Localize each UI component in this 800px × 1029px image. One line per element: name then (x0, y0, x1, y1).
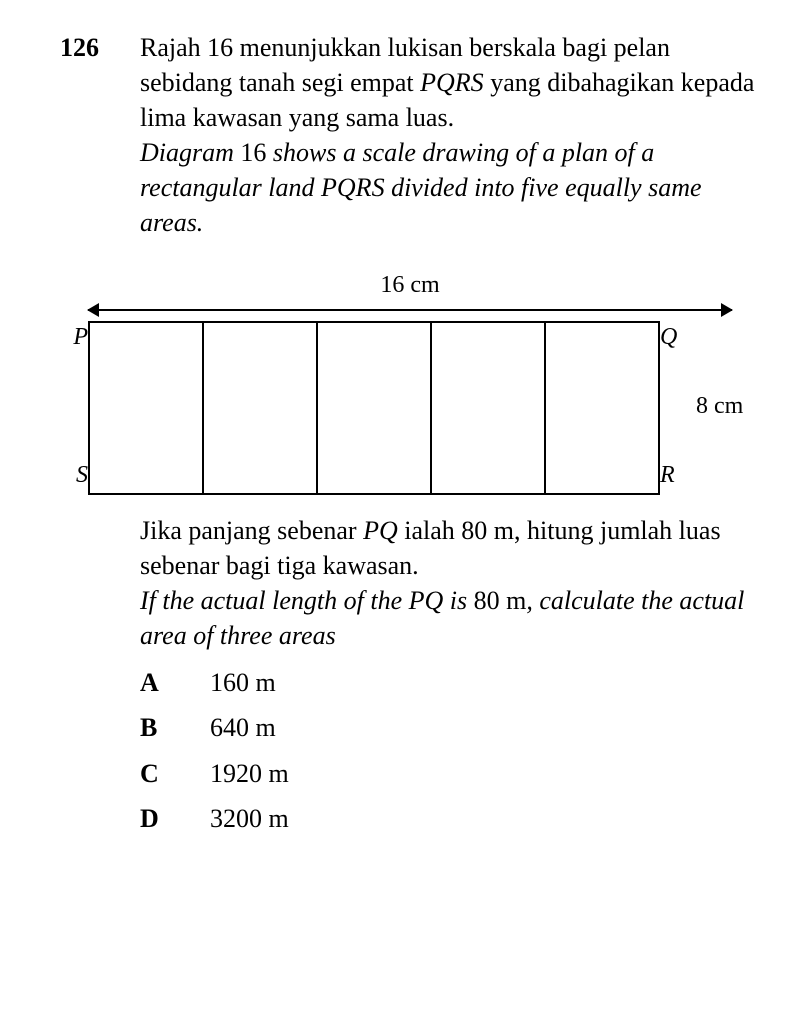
diagram-height-label-col: 8 cm (688, 321, 760, 491)
option-a[interactable]: A 160 m (140, 665, 760, 700)
ask-ms-1: Jika panjang sebenar (140, 516, 363, 545)
options: A 160 m B 640 m C 1920 m D 3200 m (140, 665, 760, 835)
corner-r: R (660, 459, 675, 491)
option-letter: D (140, 801, 210, 836)
corner-p: P (73, 321, 88, 353)
option-letter: B (140, 710, 210, 745)
diagram-cell (204, 323, 318, 493)
ask-ms-pq: PQ (363, 516, 398, 545)
question-body: Rajah 16 menunjukkan lukisan berskala ba… (140, 30, 760, 241)
stem-en-num: 16 (234, 138, 273, 167)
diagram-rect (88, 321, 660, 495)
ask-en-1: If the actual length of the PQ is (140, 586, 467, 615)
diagram-cell (546, 323, 658, 493)
option-b[interactable]: B 640 m (140, 710, 760, 745)
stem-ms-pqrs: PQRS (420, 68, 484, 97)
diagram-rect-row: P S Q R 8 cm (60, 321, 760, 495)
diagram-cell (318, 323, 432, 493)
question-ask: Jika panjang sebenar PQ ialah 80 m, hitu… (140, 513, 760, 836)
diagram-cell (90, 323, 204, 493)
left-corner-col: P S (60, 321, 88, 491)
option-text: 160 m (210, 665, 276, 700)
diagram-width-arrow (88, 303, 732, 317)
corner-q: Q (660, 321, 677, 353)
diagram-height-label: 8 cm (696, 390, 743, 422)
option-text: 1920 m (210, 756, 289, 791)
option-text: 3200 m (210, 801, 289, 836)
option-c[interactable]: C 1920 m (140, 756, 760, 791)
option-d[interactable]: D 3200 m (140, 801, 760, 836)
option-letter: C (140, 756, 210, 791)
corner-s: S (76, 459, 88, 491)
ask-en-val: 80 m (467, 586, 526, 615)
arrow-line (88, 309, 732, 311)
right-corner-col: Q R (660, 321, 688, 491)
diagram-cell (432, 323, 546, 493)
question-number: 126 (60, 30, 140, 65)
option-text: 640 m (210, 710, 276, 745)
arrowhead-right-icon (721, 303, 733, 317)
question-page: 126 Rajah 16 menunjukkan lukisan berskal… (0, 0, 800, 876)
diagram-width-label: 16 cm (60, 269, 760, 301)
question-row: 126 Rajah 16 menunjukkan lukisan berskal… (60, 30, 760, 241)
option-letter: A (140, 665, 210, 700)
diagram: 16 cm P S Q R 8 cm (60, 269, 760, 495)
stem-en-word: Diagram (140, 138, 234, 167)
